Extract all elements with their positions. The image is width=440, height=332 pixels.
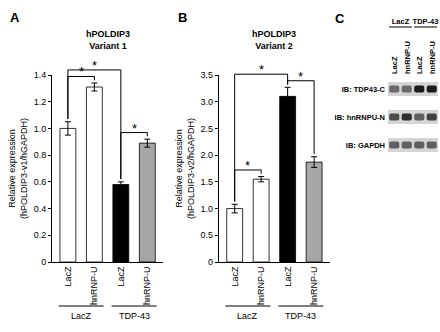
svg-text:1.2: 1.2 (34, 97, 47, 107)
svg-text:0.8: 0.8 (34, 150, 47, 160)
svg-text:1.0: 1.0 (200, 204, 213, 214)
svg-text:TDP-43: TDP-43 (119, 311, 150, 321)
svg-text:hPOLDIP3Variant 2: hPOLDIP3Variant 2 (252, 29, 296, 51)
svg-text:0: 0 (41, 257, 46, 267)
svg-text:IB: GAPDH: IB: GAPDH (346, 141, 385, 150)
svg-text:3.5: 3.5 (200, 70, 213, 80)
svg-text:LacZ: LacZ (63, 266, 73, 287)
svg-text:hnRNP-U: hnRNP-U (256, 267, 266, 306)
svg-text:1.4: 1.4 (34, 70, 47, 80)
svg-text:C: C (335, 11, 345, 26)
svg-text:LacZ: LacZ (390, 56, 399, 74)
svg-text:Relative expression(hPOLDIP3-v: Relative expression(hPOLDIP3-v1/hGAPDH) (7, 118, 29, 219)
svg-text:*: * (298, 69, 303, 84)
svg-text:0.6: 0.6 (34, 177, 47, 187)
svg-text:A: A (10, 10, 20, 25)
svg-text:hnRNP-U: hnRNP-U (309, 267, 319, 306)
svg-text:LacZ: LacZ (392, 17, 410, 26)
svg-text:hnRNP-U: hnRNP-U (89, 267, 99, 306)
svg-text:LacZ: LacZ (283, 266, 293, 287)
svg-text:3.0: 3.0 (200, 97, 213, 107)
svg-text:hnRNP-U: hnRNP-U (428, 41, 437, 74)
svg-text:LacZ: LacZ (71, 311, 92, 321)
svg-text:IB: TDP43-C: IB: TDP43-C (342, 85, 386, 94)
svg-text:*: * (92, 58, 97, 73)
svg-text:1.5: 1.5 (200, 177, 213, 187)
svg-text:*: * (132, 121, 137, 136)
svg-text:IB: hnRNPU-N: IB: hnRNPU-N (335, 113, 385, 122)
svg-text:1.0: 1.0 (34, 124, 47, 134)
svg-text:TDP-43: TDP-43 (285, 311, 316, 321)
svg-text:hnRNP-U: hnRNP-U (403, 41, 412, 74)
svg-text:B: B (178, 10, 187, 25)
svg-text:LacZ: LacZ (237, 311, 258, 321)
svg-text:2.5: 2.5 (200, 124, 213, 134)
svg-text:hnRNP-U: hnRNP-U (142, 267, 152, 306)
svg-text:LacZ: LacZ (230, 266, 240, 287)
svg-text:*: * (245, 158, 250, 173)
svg-text:0.4: 0.4 (34, 204, 47, 214)
svg-text:0: 0 (208, 257, 213, 267)
svg-text:2.0: 2.0 (200, 150, 213, 160)
svg-text:Relative expression(hPOLDIP3-v: Relative expression(hPOLDIP3-v2/hGAPDH) (174, 118, 196, 219)
svg-text:hPOLDIP3Variant 1: hPOLDIP3Variant 1 (86, 29, 130, 51)
svg-text:LacZ: LacZ (116, 266, 126, 287)
svg-text:0.2: 0.2 (34, 230, 47, 240)
svg-text:0.5: 0.5 (200, 230, 213, 240)
svg-text:TDP-43: TDP-43 (413, 17, 439, 26)
svg-text:*: * (79, 64, 84, 79)
svg-text:*: * (259, 62, 264, 77)
svg-text:LacZ: LacZ (415, 56, 424, 74)
